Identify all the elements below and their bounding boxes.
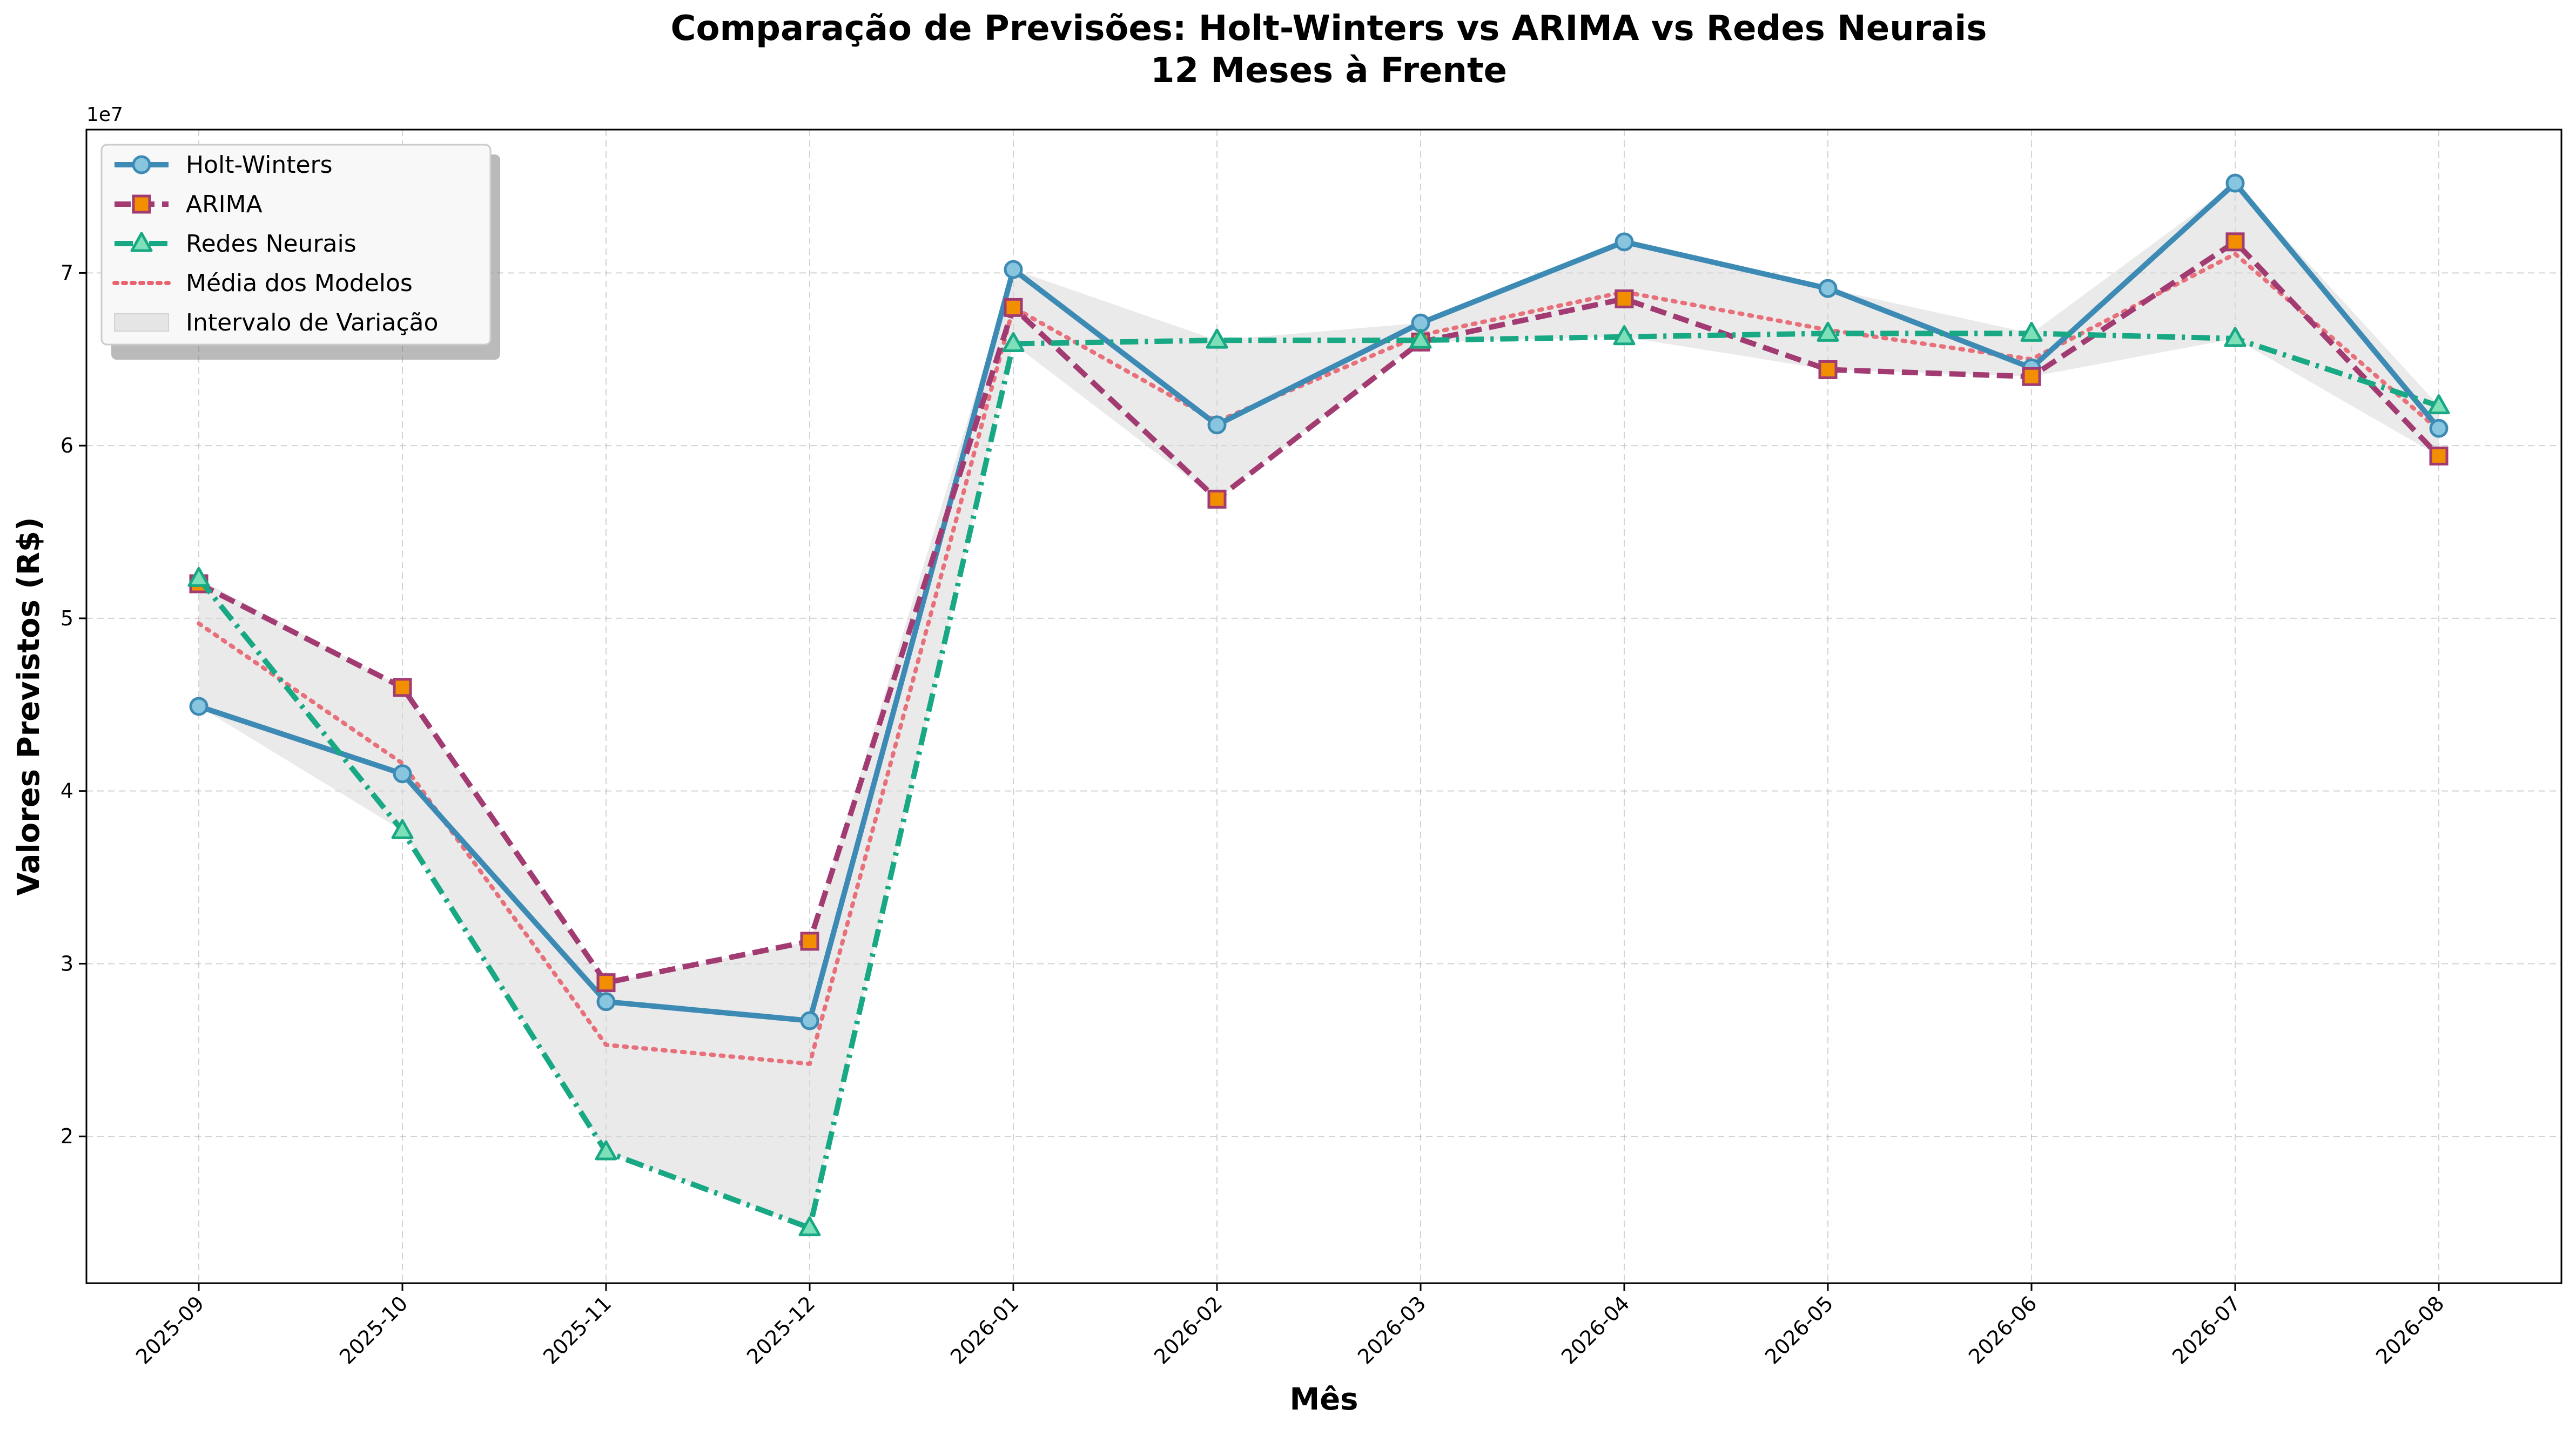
data-point: [1409, 328, 1432, 349]
data-point: [1206, 328, 1228, 349]
legend-swatch: [114, 313, 169, 332]
series-holt-winters: [189, 173, 2449, 1030]
data-point: [1615, 232, 1634, 252]
data-point: [1002, 332, 1025, 353]
y-axis-label: Valores Previstos (R$): [11, 517, 46, 895]
data-point: [2429, 446, 2449, 466]
data-point: [393, 678, 412, 697]
x-tick-label: 2026-05: [1760, 1291, 1838, 1368]
x-tick-label: 2025-10: [335, 1291, 412, 1368]
legend-box: [100, 144, 492, 346]
plot-frame: [85, 129, 2562, 1284]
data-point: [1818, 360, 1838, 379]
data-point: [798, 1216, 821, 1237]
x-tick-label: 2025-09: [131, 1291, 208, 1368]
data-point: [1004, 298, 1023, 317]
data-point: [800, 1011, 819, 1030]
data-point: [1817, 321, 1839, 342]
legend-label: ARIMA: [186, 191, 263, 218]
series-line: [198, 180, 2441, 1023]
series-redes-neurais: [187, 321, 2450, 1237]
y-offset-label: 1e7: [86, 104, 123, 126]
x-tick-label: 2026-07: [2168, 1291, 2245, 1368]
data-point: [1207, 415, 1227, 435]
legend-item: Holt-Winters: [115, 151, 333, 179]
series-line: [197, 331, 2440, 1231]
y-tick-label: 5: [60, 606, 73, 630]
data-point: [2022, 367, 2041, 386]
data-point: [2427, 394, 2450, 415]
data-point: [187, 567, 210, 587]
data-point: [391, 819, 414, 839]
data-point: [393, 764, 412, 784]
series-line: [197, 239, 2441, 986]
legend-marker: [132, 155, 151, 174]
legend-label: Média dos Modelos: [186, 269, 413, 297]
data-point: [2224, 327, 2247, 347]
x-tick-label: 2026-02: [1149, 1291, 1227, 1368]
data-point: [2429, 419, 2449, 438]
variation-band-area: [199, 183, 2439, 1228]
data-point: [595, 1140, 617, 1161]
data-point: [1613, 325, 1636, 346]
series-group: [187, 173, 2450, 1237]
data-point: [189, 697, 208, 716]
x-tick-label: 2026-08: [2371, 1291, 2449, 1368]
legend-label: Holt-Winters: [186, 151, 333, 179]
data-point: [1615, 289, 1634, 308]
y-tick-label: 7: [60, 261, 73, 285]
legend: Holt-Winters ARIMA Redes Neurais Média dos …: [100, 144, 500, 360]
y-tick-label: 4: [60, 779, 73, 803]
legend-marker: [132, 194, 151, 214]
x-tick-label: 2026-06: [1964, 1291, 2041, 1368]
legend-item: ARIMA: [115, 191, 263, 218]
data-point: [596, 973, 616, 993]
legend-label: Intervalo de Variação: [186, 309, 438, 336]
legend-item: Média dos Modelos: [112, 269, 413, 297]
y-tick-label: 3: [60, 952, 73, 975]
data-point: [1004, 260, 1023, 279]
y-tick-label: 2: [60, 1124, 73, 1148]
series-line: [197, 252, 2441, 1066]
y-axis: 2 3 4 5 6 7: [60, 261, 86, 1148]
legend-label: Redes Neurais: [186, 230, 357, 258]
data-point: [800, 932, 819, 951]
chart-title: Comparação de Previsões: Holt-Winters vs…: [671, 9, 1987, 49]
legend-item: Intervalo de Variação: [114, 309, 438, 336]
data-point: [2020, 321, 2043, 342]
data-point: [2225, 173, 2245, 193]
series-arima: [189, 232, 2449, 993]
data-point: [1207, 489, 1227, 509]
x-axis: 2025-09 2025-10 2025-11 2025-12 2026-01 2026-…: [131, 1283, 2449, 1369]
x-tick-label: 2025-11: [539, 1291, 616, 1368]
x-tick-label: 2026-03: [1353, 1291, 1430, 1368]
chart-subtitle: 12 Meses à Frente: [1151, 51, 1507, 91]
legend-item: Redes Neurais: [115, 230, 357, 258]
data-point: [596, 992, 616, 1012]
x-tick-label: 2025-12: [742, 1291, 819, 1368]
x-tick-label: 2026-04: [1557, 1291, 1634, 1368]
series-media-dos-modelos: [197, 252, 2441, 1066]
x-tick-label: 2026-01: [946, 1291, 1023, 1368]
data-point: [2225, 232, 2245, 252]
y-tick-label: 6: [60, 434, 73, 457]
data-point: [1818, 279, 1838, 298]
variation-band: [199, 183, 2439, 1228]
legend-marker: [130, 232, 153, 252]
x-axis-label: Mês: [1289, 1382, 1358, 1417]
